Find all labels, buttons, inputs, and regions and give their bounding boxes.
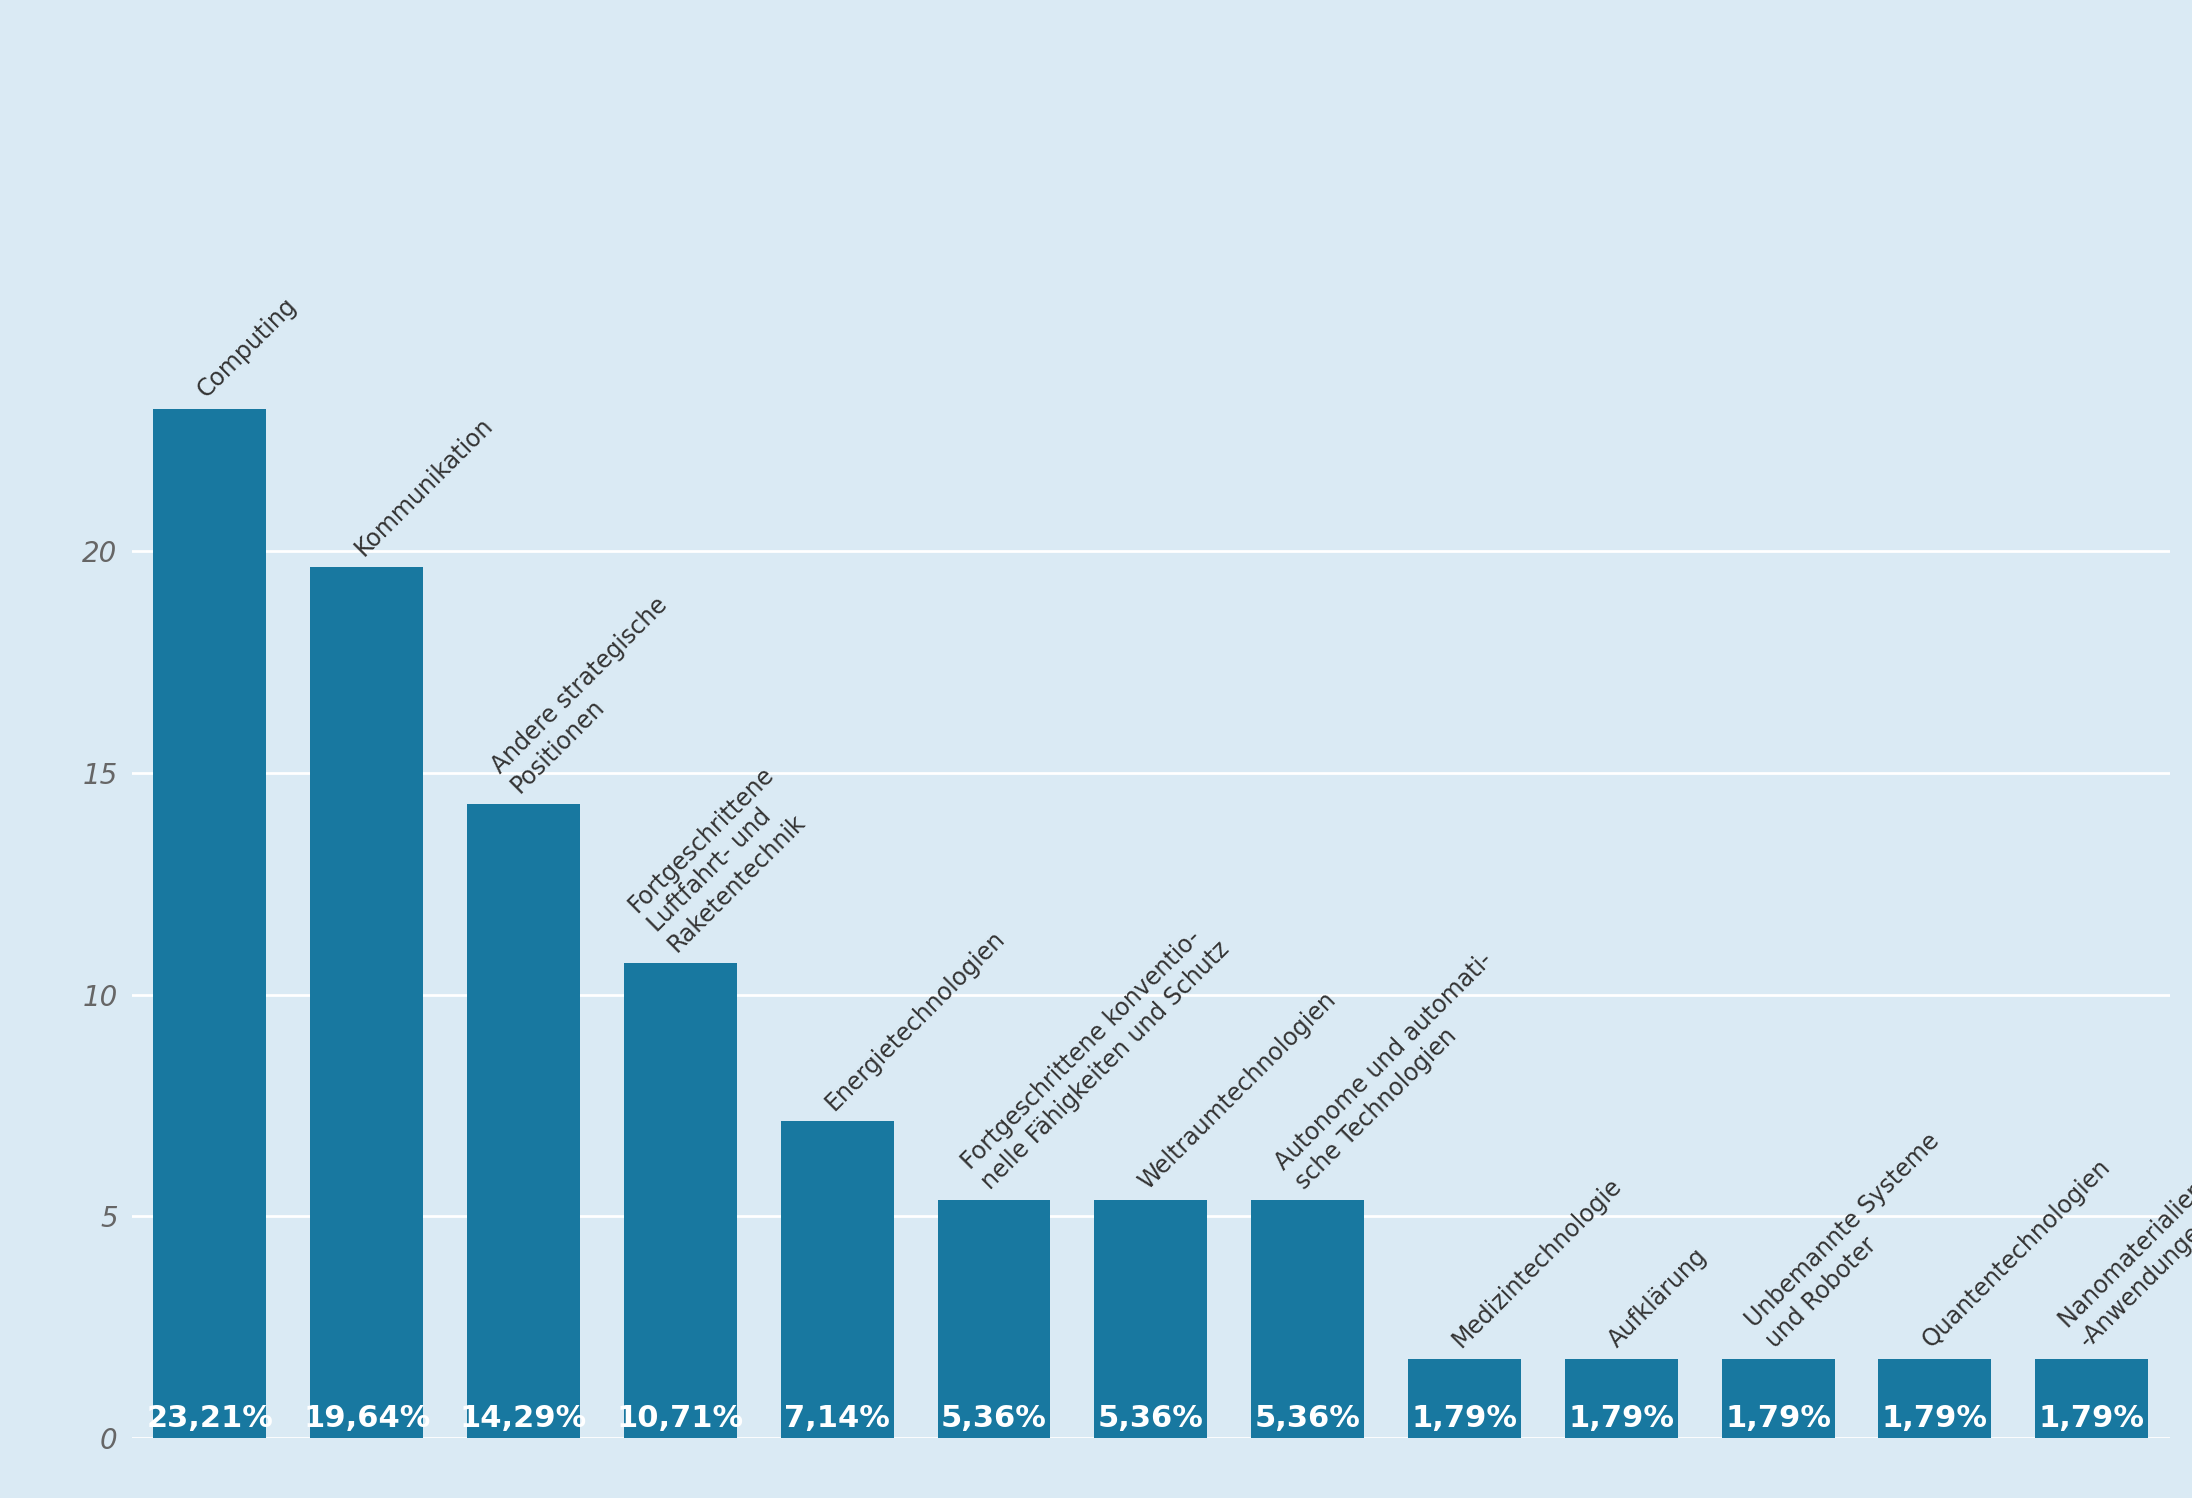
Text: Autonome und automati-
sche Technologien: Autonome und automati- sche Technologien	[1271, 947, 1517, 1194]
Bar	[780, 1122, 894, 1438]
Bar	[938, 1200, 1050, 1438]
Bar	[1721, 1359, 1835, 1438]
Text: 10,71%: 10,71%	[616, 1404, 743, 1432]
Text: Medizintechnologie: Medizintechnologie	[1447, 1173, 1626, 1353]
Text: 1,79%: 1,79%	[2039, 1404, 2144, 1432]
Text: Fortgeschrittene
Luftfahrt- und
Raketentechnik: Fortgeschrittene Luftfahrt- und Raketent…	[625, 762, 818, 957]
Text: Energietechnologien: Energietechnologien	[820, 926, 1008, 1115]
Text: 19,64%: 19,64%	[302, 1404, 430, 1432]
Text: Fortgeschrittene konventio-
nelle Fähigkeiten und Schutz: Fortgeschrittene konventio- nelle Fähigk…	[958, 917, 1234, 1194]
Text: 23,21%: 23,21%	[147, 1404, 274, 1432]
Bar	[153, 409, 267, 1438]
Text: 5,36%: 5,36%	[1254, 1404, 1361, 1432]
Text: Unbemannte Systeme
und Roboter: Unbemannte Systeme und Roboter	[1740, 1129, 1964, 1353]
Text: 1,79%: 1,79%	[1725, 1404, 1830, 1432]
Bar	[1565, 1359, 1677, 1438]
Text: 14,29%: 14,29%	[460, 1404, 587, 1432]
Text: 5,36%: 5,36%	[1098, 1404, 1203, 1432]
Text: Computing: Computing	[193, 294, 302, 403]
Bar	[1879, 1359, 1990, 1438]
Text: Weltraumtechnologien: Weltraumtechnologien	[1133, 987, 1339, 1194]
Text: Quantentechnologien: Quantentechnologien	[1918, 1155, 2115, 1353]
Bar	[1094, 1200, 1208, 1438]
Text: 1,79%: 1,79%	[1412, 1404, 1517, 1432]
Text: 7,14%: 7,14%	[785, 1404, 890, 1432]
Text: Kommunikation: Kommunikation	[351, 413, 498, 560]
Bar	[1252, 1200, 1363, 1438]
Text: 1,79%: 1,79%	[1567, 1404, 1675, 1432]
Bar	[311, 568, 423, 1438]
Bar	[467, 804, 581, 1438]
Text: Andere strategische
Positionen: Andere strategische Positionen	[487, 593, 693, 798]
Bar	[1407, 1359, 1521, 1438]
Text: Nanomaterialien und
-Anwendungen: Nanomaterialien und -Anwendungen	[2056, 1140, 2192, 1353]
Text: Aufklärung: Aufklärung	[1605, 1243, 1712, 1353]
Text: 1,79%: 1,79%	[1883, 1404, 1988, 1432]
Bar	[625, 963, 737, 1438]
Bar	[2034, 1359, 2148, 1438]
Text: 5,36%: 5,36%	[940, 1404, 1048, 1432]
